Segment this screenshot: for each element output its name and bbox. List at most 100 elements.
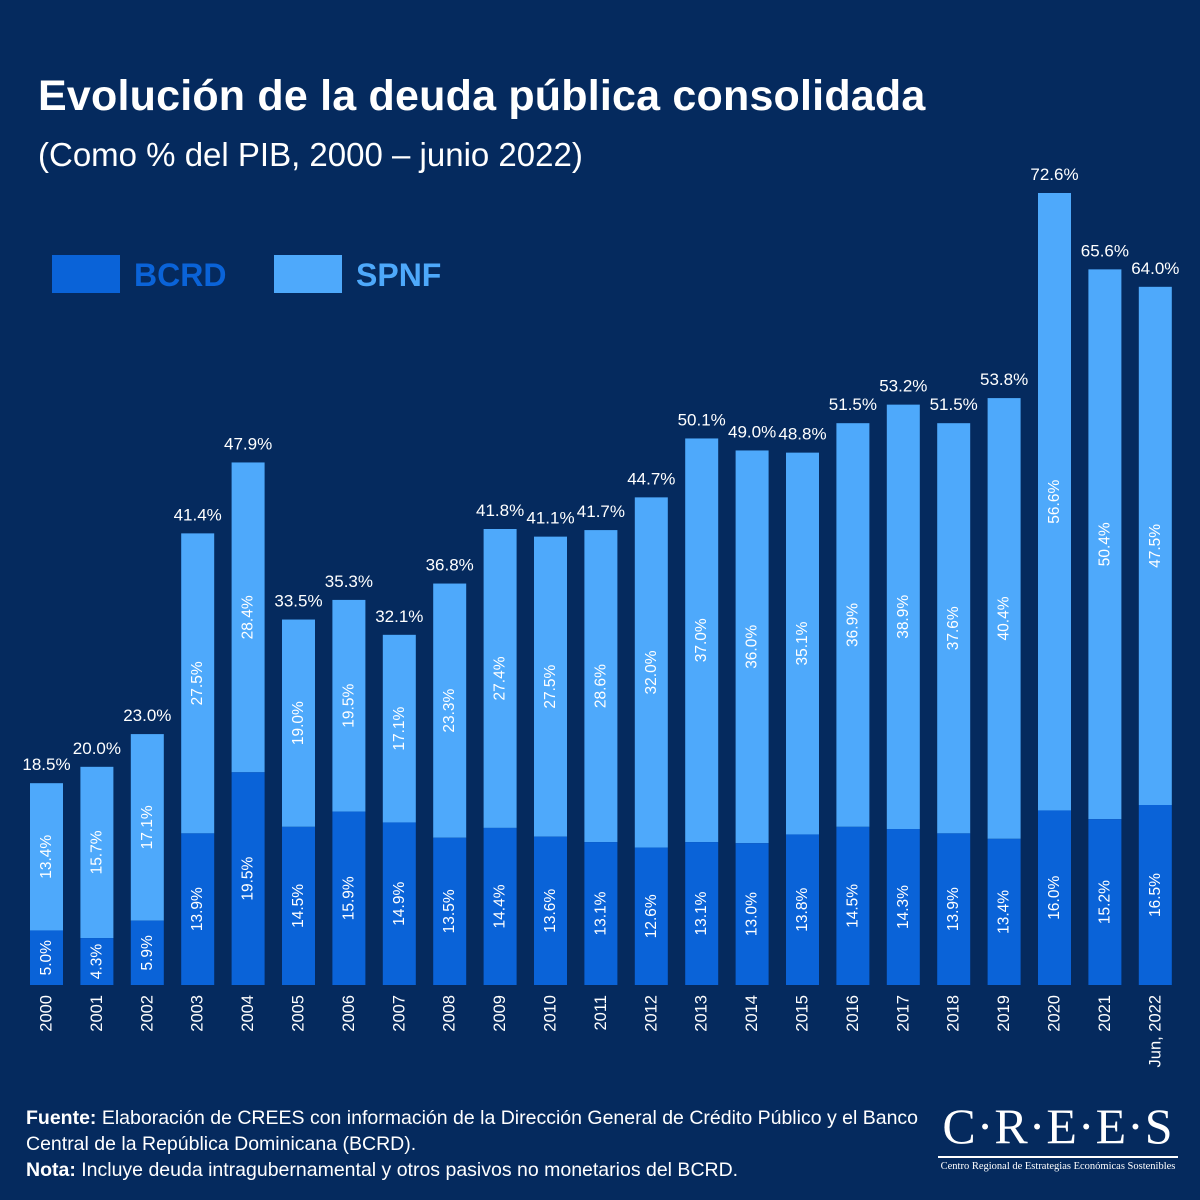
total-label-0: 18.5% [22,755,70,774]
x-tick-label-11: 2011 [592,995,610,1030]
total-label-18: 51.5% [930,395,978,414]
total-label-19: 53.8% [980,370,1028,389]
x-tick-label-15: 2015 [794,995,812,1032]
bar-bcrd-4 [231,772,265,985]
bar-bcrd-10 [534,836,567,985]
bar-bcrd-15 [786,834,819,985]
data-label-bcrd-14: 13.0% [744,892,761,936]
data-label-spnf-12: 32.0% [643,650,660,694]
x-tick-label-9: 2009 [491,995,509,1032]
bar-bcrd-18 [937,833,971,985]
total-label-20: 72.6% [1030,165,1078,184]
data-label-spnf-13: 37.0% [693,618,710,662]
bar-bcrd-19 [987,838,1021,985]
data-label-spnf-7: 17.1% [391,706,408,750]
data-label-spnf-14: 36.0% [744,625,761,669]
bar-bcrd-11 [584,842,618,985]
total-label-11: 41.7% [577,502,625,521]
total-label-2: 23.0% [123,706,171,725]
data-label-bcrd-10: 13.6% [542,889,559,933]
total-label-17: 53.2% [879,377,927,396]
data-label-bcrd-20: 16.0% [1046,876,1063,920]
bar-spnf-4 [231,462,265,773]
bar-bcrd-16 [836,826,870,985]
total-label-7: 32.1% [375,607,423,626]
bar-bcrd-9 [483,827,517,985]
x-tick-label-12: 2012 [642,995,660,1032]
bar-bcrd-22 [1138,805,1172,985]
data-label-bcrd-5: 14.5% [290,884,307,928]
x-tick-label-19: 2019 [995,995,1013,1032]
bar-spnf-1 [80,766,114,939]
data-label-bcrd-8: 13.5% [441,889,458,933]
data-label-bcrd-12: 12.6% [643,894,660,938]
data-label-bcrd-19: 13.4% [996,890,1013,934]
data-label-spnf-18: 37.6% [945,606,962,650]
bar-spnf-3 [181,533,215,834]
note-label: Nota: [26,1159,76,1181]
total-label-22: 64.0% [1131,259,1179,278]
data-label-bcrd-17: 14.3% [895,885,912,929]
bar-bcrd-13 [685,842,719,985]
data-label-spnf-22: 47.5% [1147,524,1164,568]
data-label-spnf-5: 19.0% [290,701,307,745]
logo-subtitle: Centro Regional de Estrategias Económica… [940,1161,1176,1172]
bar-spnf-15 [786,452,819,835]
x-tick-label-21: 2021 [1096,995,1114,1032]
x-tick-label-2: 2002 [138,995,156,1032]
data-label-bcrd-16: 14.5% [844,884,861,928]
data-label-bcrd-7: 14.9% [391,882,408,926]
total-label-13: 50.1% [678,410,726,429]
data-label-bcrd-6: 15.9% [340,876,357,920]
source-note: Fuente: Elaboración de CREES con informa… [26,1105,926,1157]
bar-spnf-10 [534,536,567,837]
logo-wordmark: C·R·E·E·S [942,1098,1174,1154]
x-tick-label-10: 2010 [542,995,560,1032]
data-label-spnf-3: 27.5% [189,661,206,705]
total-label-21: 65.6% [1081,241,1129,260]
bar-spnf-8 [433,583,467,838]
data-label-spnf-9: 27.4% [492,656,509,700]
x-tick-label-14: 2014 [743,995,761,1032]
note-text: Incluye deuda intragubernamental y otros… [75,1159,739,1181]
x-tick-label-1: 2001 [88,995,106,1032]
data-label-spnf-19: 40.4% [996,596,1013,640]
bar-spnf-19 [987,398,1021,839]
total-label-6: 35.3% [325,572,373,591]
data-label-spnf-0: 13.4% [38,835,55,879]
bar-bcrd-21 [1088,819,1122,985]
data-label-spnf-21: 50.4% [1096,522,1113,566]
bar-spnf-6 [332,599,366,812]
data-label-bcrd-15: 13.8% [794,888,811,932]
data-label-spnf-6: 19.5% [340,684,357,728]
data-label-spnf-10: 27.5% [542,664,559,708]
legend-label-bcrd: BCRD [134,257,227,293]
x-tick-label-5: 2005 [290,995,308,1032]
data-label-bcrd-2: 5.9% [139,935,156,971]
bar-bcrd-17 [886,829,920,985]
x-tick-label-18: 2018 [945,995,963,1032]
bar-bcrd-5 [282,826,315,985]
bar-bcrd-12 [634,847,668,985]
total-label-8: 36.8% [426,556,474,575]
bar-spnf-9 [483,529,517,828]
total-label-4: 47.9% [224,434,272,453]
note: Nota: Incluye deuda intragubernamental y… [26,1157,926,1183]
bar-spnf-20 [1038,193,1071,811]
bar-bcrd-8 [433,837,467,985]
bar-spnf-0 [30,783,63,931]
bar-spnf-2 [130,734,164,921]
bar-spnf-5 [282,619,315,827]
total-label-12: 44.7% [627,469,675,488]
bar-spnf-14 [735,450,769,844]
logo-divider [938,1156,1178,1158]
x-tick-label-16: 2016 [844,995,862,1032]
data-label-bcrd-1: 4.3% [88,944,105,980]
data-label-spnf-11: 28.6% [592,664,609,708]
data-label-spnf-16: 36.9% [844,603,861,647]
x-tick-label-6: 2006 [340,995,358,1032]
bar-bcrd-7 [382,822,416,985]
footer-notes: Fuente: Elaboración de CREES con informa… [26,1105,926,1183]
crees-logo: C·R·E·E·S Centro Regional de Estrategias… [938,1098,1178,1172]
bar-spnf-13 [685,438,719,843]
